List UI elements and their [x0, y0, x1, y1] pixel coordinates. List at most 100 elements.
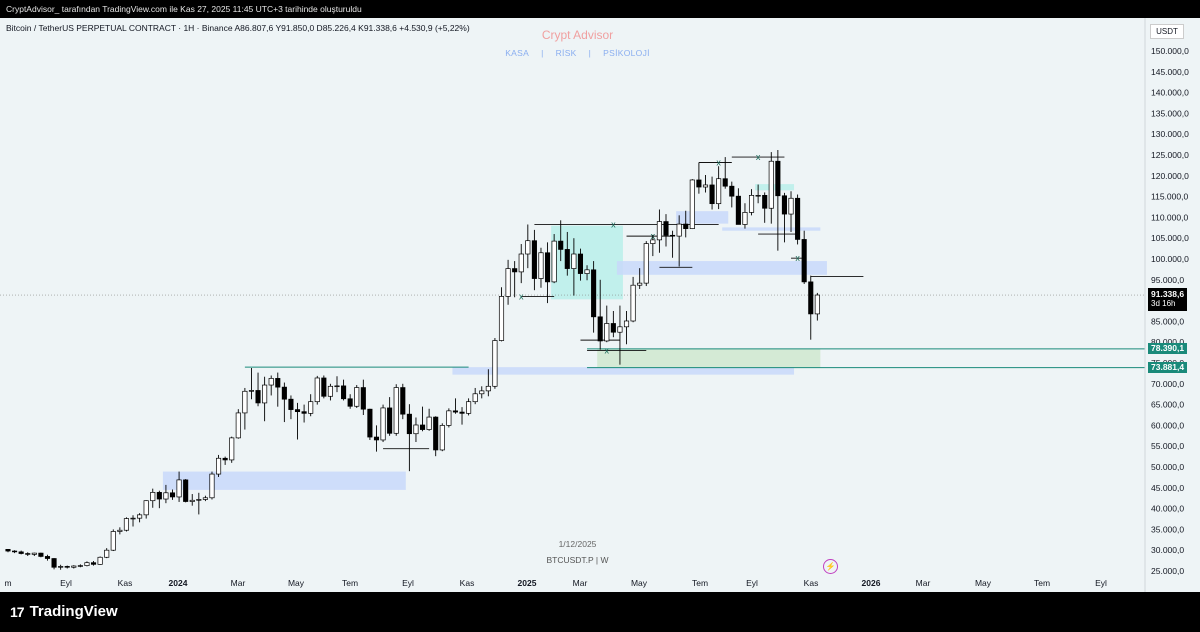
- y-tick-label: 80.000,0: [1151, 337, 1184, 347]
- candle-body: [512, 268, 518, 273]
- y-tick-label: 125.000,0: [1151, 150, 1189, 160]
- x-tick-label: Eyl: [1095, 578, 1107, 588]
- candle-body: [58, 566, 64, 568]
- candle-body: [558, 240, 564, 250]
- y-tick-label: 150.000,0: [1151, 46, 1189, 56]
- candle-body: [327, 385, 333, 397]
- candle-body: [801, 239, 807, 283]
- candle-body: [656, 221, 662, 241]
- y-tick-label: 35.000,0: [1151, 524, 1184, 534]
- candle-body: [104, 549, 110, 558]
- candle-body: [630, 284, 636, 322]
- candle-body: [683, 223, 689, 229]
- structure-x-marker: x: [756, 152, 761, 162]
- candle-body: [341, 385, 347, 400]
- candle-body: [314, 377, 320, 403]
- candle-body: [525, 240, 531, 255]
- candle-body: [722, 178, 728, 187]
- x-tick-label: 2025: [518, 578, 537, 588]
- candle-body: [275, 378, 281, 388]
- candle-body: [775, 160, 781, 197]
- candle-body: [742, 212, 748, 225]
- center-date-label: 1/12/2025: [558, 539, 597, 549]
- candle-body: [795, 197, 801, 240]
- candle-body: [505, 268, 511, 297]
- candle-body: [452, 410, 458, 413]
- candle-body: [531, 240, 537, 279]
- candle-body: [814, 294, 820, 315]
- candle-body: [709, 184, 715, 205]
- candle-body: [31, 552, 37, 555]
- candle-body: [670, 234, 676, 237]
- candle-body: [64, 566, 70, 568]
- candle-body: [77, 565, 83, 567]
- candle-body: [413, 424, 419, 435]
- tradingview-brand: TradingView: [29, 603, 118, 620]
- candle-body: [229, 437, 235, 461]
- candle-body: [117, 529, 123, 532]
- x-tick-label: Tem: [342, 578, 358, 588]
- candle-body: [354, 387, 360, 407]
- y-tick-label: 100.000,0: [1151, 254, 1189, 264]
- candle-body: [433, 416, 439, 451]
- y-tick-label: 65.000,0: [1151, 400, 1184, 410]
- candle-body: [591, 269, 597, 318]
- level-tag-lower: 73.881,4: [1148, 362, 1188, 373]
- candle-body: [44, 556, 51, 559]
- candle-body: [25, 553, 31, 555]
- structure-x-marker: x: [605, 346, 610, 356]
- candle-body: [235, 412, 241, 439]
- structure-x-marker: x: [611, 219, 616, 229]
- candle-body: [183, 479, 189, 502]
- tradingview-logo[interactable]: 17 TradingView: [10, 603, 118, 620]
- last-price-value: 91.338,6: [1151, 289, 1185, 299]
- candle-body: [281, 386, 287, 400]
- y-tick-label: 140.000,0: [1151, 88, 1189, 98]
- x-tick-label: Mar: [231, 578, 246, 588]
- y-tick-label: 105.000,0: [1151, 233, 1189, 243]
- candle-body: [308, 401, 314, 414]
- x-tick-label: Eyl: [746, 578, 758, 588]
- candle-body: [150, 492, 156, 502]
- currency-selector[interactable]: USDT: [1150, 24, 1184, 39]
- candle-body: [781, 195, 787, 215]
- candle-body: [650, 239, 656, 244]
- candle-body: [518, 253, 524, 273]
- candle-body: [617, 326, 623, 333]
- price-chart[interactable]: xxxxxxx25.000,030.000,035.000,040.000,04…: [0, 18, 1200, 592]
- y-tick-label: 135.000,0: [1151, 108, 1189, 118]
- x-tick-label: May: [288, 578, 305, 588]
- x-tick-label: Kas: [460, 578, 475, 588]
- candle-body: [216, 457, 222, 475]
- candle-body: [169, 492, 176, 498]
- candle-body: [110, 531, 116, 551]
- candle-body: [262, 384, 268, 404]
- zone-box: [676, 211, 729, 224]
- candle-body: [479, 390, 485, 395]
- candle-body: [321, 377, 327, 397]
- chart-area[interactable]: xxxxxxx25.000,030.000,035.000,040.000,04…: [0, 18, 1200, 592]
- candle-body: [768, 160, 774, 209]
- candle-body: [71, 565, 77, 568]
- candle-body: [584, 269, 590, 274]
- structure-x-marker: x: [795, 253, 800, 263]
- candle-body: [577, 253, 584, 274]
- y-tick-label: 95.000,0: [1151, 275, 1184, 285]
- candle-body: [400, 387, 406, 415]
- last-price-tag: 91.338,6 3d 16h: [1148, 288, 1188, 311]
- watermark-menu-sep-1: |: [541, 48, 544, 58]
- y-tick-label: 110.000,0: [1151, 212, 1188, 222]
- candle-body: [439, 425, 445, 451]
- lightning-icon[interactable]: ⚡: [823, 559, 838, 574]
- candle-body: [762, 195, 768, 209]
- candle-body: [676, 223, 682, 237]
- x-tick-label: 2024: [169, 578, 188, 588]
- y-tick-label: 45.000,0: [1151, 483, 1184, 493]
- candle-body: [209, 473, 215, 499]
- candle-body: [156, 492, 162, 500]
- symbol-legend: Bitcoin / TetherUS PERPETUAL CONTRACT · …: [6, 23, 470, 33]
- candle-body: [485, 385, 491, 392]
- y-tick-label: 120.000,0: [1151, 171, 1189, 181]
- x-tick-label: Mar: [573, 578, 588, 588]
- candle-body: [610, 323, 616, 333]
